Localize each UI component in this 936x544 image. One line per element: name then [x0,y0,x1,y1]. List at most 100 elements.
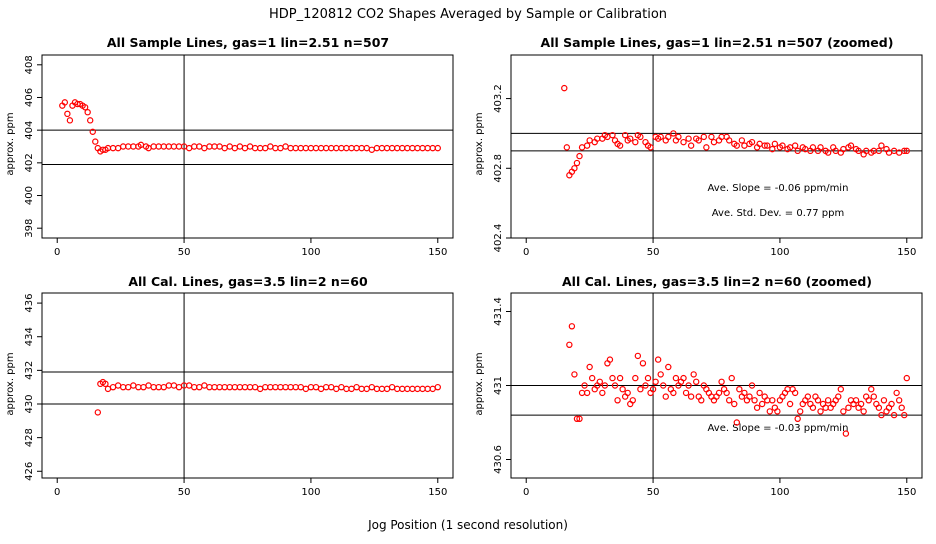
data-point [634,352,642,360]
data-point [150,143,157,150]
data-point [125,383,132,391]
plot-area: 0 50 100 150 398 400 402 404 406 408 [24,54,454,258]
x-tick-label: 0 [54,487,60,498]
data-point [728,374,735,382]
data-point [586,137,593,144]
data-point [338,144,345,152]
data-point [621,131,629,139]
data-point [419,385,426,393]
data-point [292,144,299,152]
data-point [606,356,614,363]
data-point [632,374,639,382]
data-point [226,143,233,150]
data-point [317,144,325,152]
data-point [870,393,877,400]
figure-title: HDP_120812 CO2 Shapes Averaged by Sample… [269,7,667,22]
data-point [211,383,218,391]
data-point [563,144,571,151]
panel-title: All Cal. Lines, gas=3.5 lin=2 n=60 [128,274,368,289]
y-tick-label: 430 [24,394,35,413]
data-point [145,382,152,389]
data-point [231,144,239,152]
data-point [87,117,94,124]
data-point [81,104,89,111]
data-point [835,393,842,400]
data-point [119,143,127,150]
data-point [578,144,586,151]
data-point [865,397,872,404]
data-point [665,363,672,371]
y-tick-label: 402.4 [493,224,504,253]
data-point [880,397,888,404]
y-tick-label: 428 [24,428,35,447]
data-point [644,374,652,382]
data-point [114,144,122,152]
data-point [216,143,223,150]
data-point [840,408,847,415]
annotation-slope: Ave. Slope = -0.06 ppm/min [708,183,849,194]
data-point [637,386,644,393]
y-axis-label: approx. ppm [5,352,16,415]
data-point [857,400,865,408]
data-point [715,389,723,397]
x-axis-label: Jog Position (1 second resolution) [367,518,568,532]
data-point [708,133,715,141]
data-point [685,135,692,142]
data-point [647,144,654,151]
data-point [845,404,852,411]
data-point [206,143,213,150]
data-point [241,144,249,152]
data-point [751,397,758,404]
data-point [654,356,662,363]
data-point [611,382,619,389]
plot-area: 0 50 100 150 426 428 430 432 434 436 [24,292,454,498]
y-tick-label: 402 [24,153,35,172]
data-point [409,385,416,393]
data-point [680,138,687,146]
data-point [373,385,381,393]
y-tick-label: 436 [24,294,35,313]
data-point [588,374,596,382]
data-point [903,374,910,382]
x-tick-label: 150 [428,487,447,498]
data-point [165,143,173,150]
data-point [434,383,441,391]
data-point [824,149,832,156]
data-point [741,142,748,149]
data-point [241,383,249,391]
data-point [373,144,381,152]
data-point [662,393,669,400]
y-tick-label: 434 [24,327,35,346]
data-point [307,383,315,391]
data-point [201,144,208,152]
data-point [791,142,799,149]
data-point [94,409,102,416]
data-point [842,430,850,437]
data-point [353,144,360,152]
plot-area: 0 50 100 150 430.6 431 431.4 [493,292,923,498]
data-point [226,383,233,391]
data-point [769,397,776,404]
data-point [769,145,776,153]
data-point [804,393,812,400]
data-point [125,143,132,150]
data-point [665,133,672,141]
data-point [282,383,289,391]
data-point [404,144,411,152]
data-point [267,143,274,150]
data-point [175,143,183,150]
data-point [221,383,228,391]
data-point [272,383,279,391]
data-point [786,400,794,408]
data-point [302,144,310,152]
data-point [378,385,386,393]
data-point [302,385,310,393]
data-point [256,385,264,393]
data-point [409,144,416,152]
data-point [576,415,583,422]
y-axis-label: approx. ppm [474,352,485,415]
data-point [657,371,664,378]
data-point [847,142,855,149]
data-point [191,383,198,391]
data-point [256,144,264,152]
